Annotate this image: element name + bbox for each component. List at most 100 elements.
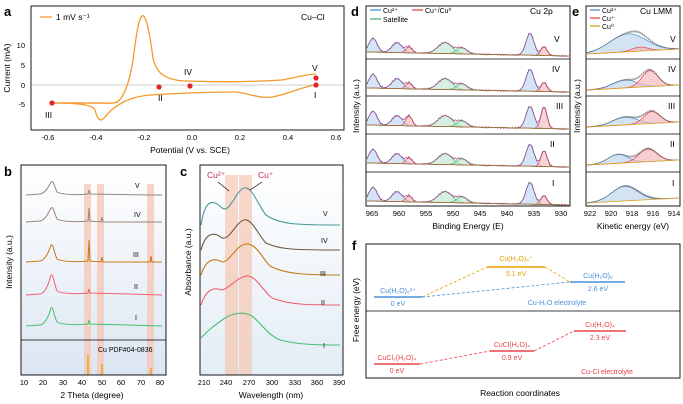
xrd-label-I: I [135, 315, 137, 322]
auger-background [586, 197, 680, 204]
legend-d-cu1: Cu⁺/Cu⁰ [425, 7, 452, 15]
xps-component-fill [367, 121, 569, 129]
xtick-c-1: 240 [220, 378, 233, 387]
xtick-a-3: 0.0 [187, 133, 197, 142]
xps-label-I: I [552, 178, 554, 188]
marker-label-III: III [45, 110, 52, 120]
energy-h2o-1: 5.1 eV [506, 271, 527, 278]
xps-background [366, 51, 570, 57]
ytick-a-3: 10 [17, 41, 25, 50]
ylabel-f: Free energy (eV) [351, 278, 361, 342]
auger-component-fill [587, 79, 679, 90]
band-b-3 [147, 184, 154, 375]
auger-raw-data [586, 67, 680, 92]
xps-component-fill [367, 159, 569, 167]
uv-label-II: II [321, 300, 325, 307]
arrow-cu1 [249, 181, 263, 191]
energy-h2o-2: 2.6 eV [588, 286, 609, 293]
marker-label-V: V [312, 63, 318, 73]
marker-I [313, 82, 319, 88]
legend-d-sat: Satellite [383, 17, 408, 24]
x-ticks-d: 965 960 955 950 945 940 935 930 [366, 209, 568, 218]
xrd-curve-IV [25, 207, 162, 223]
cv-curve [51, 15, 317, 121]
uv-label-V: V [323, 211, 328, 218]
uv-label-I: I [323, 343, 325, 350]
conn-cl-2 [533, 330, 575, 352]
uv-curve-II [200, 275, 341, 306]
xtick-a-4: 0.2 [235, 133, 245, 142]
xtick-c-6: 390 [333, 378, 346, 387]
xtick-a-6: 0.6 [331, 133, 341, 142]
xps-background [366, 162, 570, 168]
marker-label-II: II [158, 93, 163, 103]
arrow-cu2 [217, 181, 230, 192]
auger-component-fill [587, 33, 679, 54]
auger-background [586, 159, 680, 166]
xrd-curve-II [25, 274, 163, 296]
species-h2o-0: Cu(H₂O)₆²⁺ [380, 288, 416, 295]
conn-h2o-direct [421, 281, 571, 298]
auger-label-V: V [670, 34, 676, 44]
xps-background [366, 200, 570, 206]
xps-rows [366, 32, 570, 207]
xtick-c-0: 210 [198, 378, 211, 387]
panel-label-d: d [351, 4, 359, 19]
ylabel-d: Intensity (a.u.) [351, 79, 361, 133]
energy-cl-2: 2.3 eV [590, 335, 611, 342]
panel-e: e Cu²⁺ Cu⁺ Cu⁰ Cu LMM V IV III II I 922 … [572, 4, 681, 231]
ref-label: Cu PDF#04-0836 [98, 347, 153, 354]
ylabel-c: Absorbance (a.u.) [183, 228, 193, 296]
x-ticks-c: 210 240 270 300 330 360 390 [198, 378, 346, 387]
uv-curve-I [200, 312, 341, 346]
band-c-1 [225, 175, 238, 375]
xps-component-fill [367, 115, 569, 129]
xrd-label-III: III [133, 252, 139, 259]
xps-background [366, 124, 570, 130]
band-b-1 [84, 184, 91, 375]
marker-III [49, 100, 55, 106]
auger-background [586, 121, 680, 128]
xps-component-fill [367, 196, 569, 205]
x-ticks-a: -0.6 -0.4 -0.2 0.0 0.2 0.4 0.6 [42, 133, 342, 142]
auger-background [586, 84, 680, 91]
uv-curve-III [200, 243, 341, 276]
panel-a-frame [30, 5, 345, 131]
xps-envelope [366, 181, 569, 207]
xtick-a-2: -0.2 [138, 133, 151, 142]
xps-component-fill [367, 195, 569, 205]
panel-c-bg [200, 165, 343, 375]
xtick-c-5: 360 [311, 378, 324, 387]
xlabel-c: Wavelength (nm) [239, 390, 304, 400]
xtick-e-2: 918 [626, 209, 639, 218]
auger-background [586, 48, 680, 55]
xrd-curve-I [25, 307, 163, 327]
xtick-d-5: 940 [501, 209, 514, 218]
xps-component-fill [367, 46, 569, 56]
marker-IV [187, 83, 193, 89]
panel-d-title: Cu 2p [530, 6, 553, 16]
xtick-d-1: 960 [393, 209, 406, 218]
xtick-d-0: 965 [366, 209, 379, 218]
panel-c-frame [199, 164, 344, 376]
xps-envelope [366, 105, 569, 131]
auger-label-III: III [668, 101, 675, 111]
xtick-d-3: 950 [447, 209, 460, 218]
auger-label-II: II [670, 139, 675, 149]
xtick-b-0: 10 [20, 378, 28, 387]
auger-raw-data [586, 29, 680, 54]
xps-component-fill [367, 182, 569, 205]
panel-a: a V IV I II III 1 mV s⁻¹ Cu–Cl -5 0 5 10… [2, 4, 345, 155]
xrd-label-IV: IV [134, 212, 141, 219]
ytick-a-0: -5 [18, 100, 25, 109]
energy-h2o-0: 0 eV [391, 301, 406, 308]
x-ticks-e: 922 920 918 916 914 [584, 209, 681, 218]
ylabel-e: Intensity (a.u.) [572, 79, 582, 133]
energy-cl-0: 0 eV [390, 368, 405, 375]
species-h2o-2: Cu(H₂O)₆ [583, 273, 613, 280]
xtick-c-4: 330 [289, 378, 302, 387]
xlabel-d: Binding Energy (E) [432, 221, 504, 231]
annot-cu1: Cu⁺ [258, 170, 274, 180]
panel-d: d Cu²⁺ Cu⁺/Cu⁰ Satellite Cu 2p V IV III … [351, 4, 571, 231]
